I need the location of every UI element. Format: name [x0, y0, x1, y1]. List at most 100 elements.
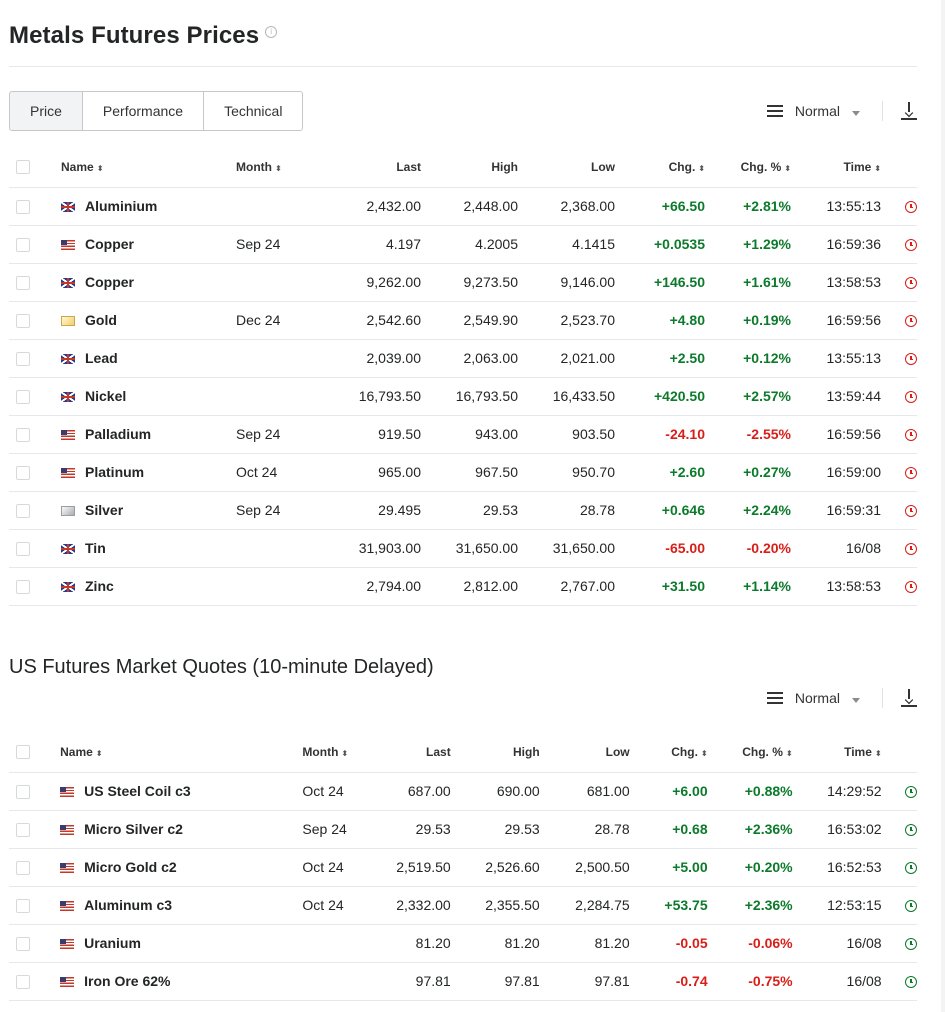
- row-checkbox[interactable]: [16, 542, 30, 557]
- us-futures-section-title: US Futures Market Quotes (10-minute Dela…: [9, 656, 434, 678]
- high-cell: 943.00: [421, 415, 518, 454]
- row-checkbox[interactable]: [16, 580, 30, 595]
- instrument-name-link[interactable]: Tin: [85, 540, 106, 556]
- instrument-name-link[interactable]: Nickel: [85, 388, 127, 404]
- column-header-month[interactable]: Month ⬍: [248, 732, 349, 773]
- instrument-name-link[interactable]: Palladium: [85, 426, 152, 442]
- table-row[interactable]: Silver Sep 24 29.495 29.53 28.78 +0.646 +2.24%…: [9, 491, 917, 530]
- row-checkbox[interactable]: [16, 466, 30, 481]
- instrument-name-link[interactable]: Lead: [85, 350, 118, 366]
- row-checkbox[interactable]: [16, 937, 30, 952]
- row-checkbox[interactable]: [16, 861, 30, 876]
- row-checkbox[interactable]: [16, 276, 30, 291]
- column-header-high: High: [421, 147, 518, 188]
- table-row[interactable]: Palladium Sep 24 919.50 943.00 903.50 -24.10-…: [9, 415, 917, 454]
- row-checkbox[interactable]: [16, 785, 30, 800]
- table-row[interactable]: Zinc 2,794.00 2,812.00 2,767.00 +31.50 +1.14%…: [9, 567, 917, 606]
- tab-price[interactable]: Price: [9, 91, 83, 131]
- row-checkbox[interactable]: [16, 352, 30, 367]
- table-row[interactable]: Micro Gold c2 Oct 24 2,519.50 2,526.60 2,500…: [9, 848, 917, 887]
- view-select-us[interactable]: Normal: [795, 690, 860, 706]
- time-cell: 16:59:56: [791, 415, 881, 454]
- sort-icon: ⬍: [95, 748, 103, 758]
- column-header-month[interactable]: Month ⬍: [221, 147, 321, 188]
- chg-cell: +31.50: [615, 567, 705, 606]
- table-row[interactable]: US Steel Coil c3 Oct 24 687.00 690.00 681.00…: [9, 772, 917, 811]
- table-row[interactable]: Aluminium 2,432.00 2,448.00 2,368.00 +66.50 +…: [9, 187, 917, 226]
- select-all-checkbox[interactable]: [16, 160, 30, 175]
- high-cell: 2,448.00: [421, 187, 518, 226]
- table-row[interactable]: Copper Sep 24 4.197 4.2005 4.1415 +0.0535 +1.2…: [9, 225, 917, 264]
- divider: [882, 101, 883, 121]
- row-checkbox[interactable]: [16, 428, 30, 443]
- table-row[interactable]: Nickel 16,793.50 16,793.50 16,433.50 +420.50…: [9, 377, 917, 416]
- column-header-low: Low: [518, 147, 615, 188]
- table-row[interactable]: Copper 9,262.00 9,273.50 9,146.00 +146.50 +1.…: [9, 263, 917, 302]
- chg-cell: -0.74: [629, 962, 708, 1001]
- chg-pct-cell: +0.19%: [705, 301, 791, 340]
- view-select-metals[interactable]: Normal: [795, 103, 860, 119]
- column-header-chg[interactable]: Chg. ⬍: [615, 147, 705, 188]
- instrument-name-link[interactable]: Iron Ore 62%: [84, 973, 171, 989]
- instrument-name-link[interactable]: Copper: [85, 236, 134, 252]
- instrument-name-link[interactable]: Gold: [85, 312, 117, 328]
- download-icon[interactable]: [901, 102, 917, 120]
- month-cell: [221, 529, 321, 568]
- row-checkbox[interactable]: [16, 390, 30, 405]
- metals-table: Name ⬍ Month ⬍ Last High Low Chg. ⬍ Chg. % ⬍…: [9, 147, 917, 606]
- table-row[interactable]: Micro Silver c2 Sep 24 29.53 29.53 28.78 +0.6…: [9, 810, 917, 849]
- tab-technical[interactable]: Technical: [203, 91, 304, 131]
- column-header-chg-pct[interactable]: Chg. % ⬍: [705, 147, 791, 188]
- tab-performance[interactable]: Performance: [81, 91, 205, 131]
- row-checkbox[interactable]: [16, 823, 30, 838]
- view-menu-icon: [766, 105, 783, 117]
- instrument-name-link[interactable]: Micro Silver c2: [84, 821, 183, 837]
- instrument-name-link[interactable]: Platinum: [85, 464, 145, 480]
- high-cell: 29.53: [421, 491, 518, 530]
- row-checkbox[interactable]: [16, 975, 30, 990]
- month-cell: [221, 187, 321, 226]
- select-all-checkbox[interactable]: [16, 745, 30, 760]
- high-cell: 2,549.90: [421, 301, 518, 340]
- chg-pct-cell: +0.20%: [707, 848, 793, 887]
- column-header-name[interactable]: Name ⬍: [61, 147, 221, 188]
- high-cell: 2,355.50: [450, 886, 540, 925]
- column-header-chg[interactable]: Chg. ⬍: [629, 732, 708, 773]
- column-header-time[interactable]: Time ⬍: [792, 732, 882, 773]
- table-row[interactable]: Iron Ore 62% 97.81 97.81 97.81 -0.74 -0.75% 16…: [9, 962, 917, 1001]
- column-header-name[interactable]: Name ⬍: [60, 732, 249, 773]
- column-header-chg-pct[interactable]: Chg. % ⬍: [707, 732, 793, 773]
- table-row[interactable]: Platinum Oct 24 965.00 967.50 950.70 +2.60 +0.…: [9, 453, 917, 492]
- instrument-name-link[interactable]: Aluminum c3: [84, 897, 173, 913]
- chevron-down-icon: [852, 698, 860, 703]
- info-icon[interactable]: i: [265, 26, 278, 38]
- column-header-high: High: [450, 732, 540, 773]
- instrument-name-link[interactable]: Copper: [85, 274, 134, 290]
- download-icon[interactable]: [901, 689, 917, 707]
- row-checkbox[interactable]: [16, 238, 30, 253]
- page-scrollbar[interactable]: [941, 0, 945, 1012]
- row-checkbox[interactable]: [16, 200, 30, 215]
- divider: [9, 66, 917, 67]
- last-cell: 687.00: [348, 772, 451, 811]
- table-row[interactable]: Uranium 81.20 81.20 81.20 -0.05 -0.06% 16/08: [9, 924, 917, 963]
- table-row[interactable]: Aluminum c3 Oct 24 2,332.00 2,355.50 2,284.7…: [9, 886, 917, 925]
- row-checkbox[interactable]: [16, 504, 30, 519]
- table-row[interactable]: Tin 31,903.00 31,650.00 31,650.00 -65.00 -0.2…: [9, 529, 917, 568]
- instrument-name-link[interactable]: Aluminium: [85, 198, 158, 214]
- month-cell: Oct 24: [248, 772, 349, 811]
- instrument-name-link[interactable]: Zinc: [85, 578, 114, 594]
- instrument-name-link[interactable]: Micro Gold c2: [84, 859, 177, 875]
- column-header-time[interactable]: Time ⬍: [791, 147, 881, 188]
- low-cell: 2,284.75: [539, 886, 630, 925]
- row-checkbox[interactable]: [16, 899, 30, 914]
- month-cell: Oct 24: [248, 886, 349, 925]
- instrument-name-link[interactable]: US Steel Coil c3: [84, 783, 191, 799]
- low-cell: 950.70: [518, 453, 615, 492]
- row-checkbox[interactable]: [16, 314, 30, 329]
- instrument-name-link[interactable]: Silver: [85, 502, 124, 518]
- table-row[interactable]: Lead 2,039.00 2,063.00 2,021.00 +2.50 +0.12% 1…: [9, 339, 917, 378]
- table-row[interactable]: Gold Dec 24 2,542.60 2,549.90 2,523.70 +4.80 +…: [9, 301, 917, 340]
- instrument-name-link[interactable]: Uranium: [84, 935, 141, 951]
- gb-flag-icon: [61, 278, 75, 289]
